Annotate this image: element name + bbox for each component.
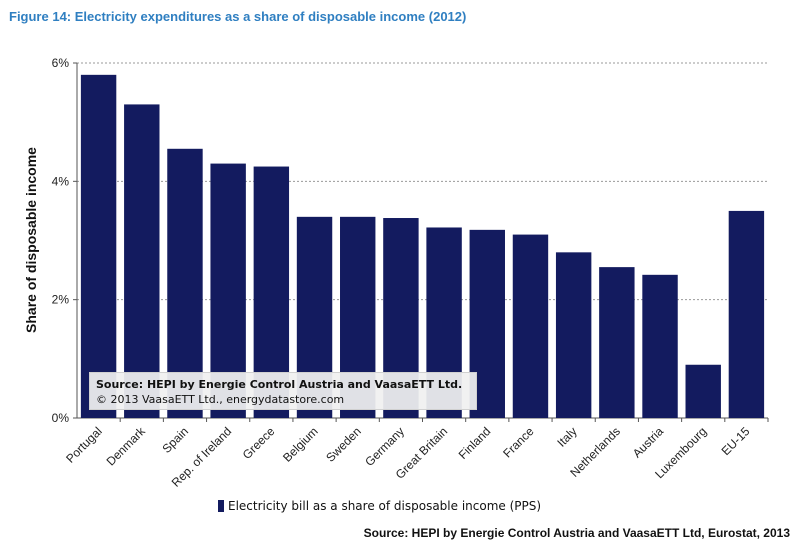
y-tick-label: 0%	[52, 411, 70, 425]
legend-label: Electricity bill as a share of disposabl…	[228, 499, 542, 513]
footer-source: Source: HEPI by Energie Control Austria …	[363, 526, 790, 540]
bar	[80, 74, 117, 418]
x-category-label: Austria	[630, 424, 667, 461]
x-category-label: France	[500, 424, 537, 461]
bar	[642, 274, 678, 418]
bar	[124, 104, 160, 419]
bar	[728, 210, 765, 418]
x-category-label: Portugal	[63, 424, 105, 466]
legend-swatch	[218, 500, 224, 512]
x-category-label: Germany	[362, 424, 407, 469]
x-category-label: Sweden	[323, 424, 364, 465]
x-category-label: Spain	[159, 424, 191, 456]
legend: Electricity bill as a share of disposabl…	[218, 499, 541, 513]
bar	[555, 252, 592, 418]
y-tick-label: 6%	[52, 56, 70, 70]
x-category-label: Italy	[554, 424, 579, 449]
y-tick-label: 4%	[52, 174, 70, 188]
x-category-label: Greece	[240, 424, 278, 462]
bar	[512, 234, 549, 418]
y-tick-label: 2%	[52, 293, 70, 307]
y-tick-labels: 0% 2% 4% 6%	[52, 56, 70, 425]
source-watermark-box: Source: HEPI by Energie Control Austria …	[89, 372, 477, 410]
y-axis-label: Share of disposable income	[23, 147, 39, 333]
bar	[685, 364, 721, 418]
bars	[80, 74, 765, 419]
source-box-line2: © 2013 VaasaETT Ltd., energydatastore.co…	[96, 393, 345, 406]
x-category-label: Denmark	[104, 424, 149, 469]
gridlines	[77, 62, 768, 301]
source-box-line1: Source: HEPI by Energie Control Austria …	[96, 378, 463, 391]
figure-title: Figure 14: Electricity expenditures as a…	[9, 9, 467, 24]
bar	[599, 267, 635, 418]
x-category-label: Belgium	[280, 424, 321, 465]
x-category-label: Finland	[456, 424, 494, 462]
x-category-label: EU-15	[719, 424, 753, 458]
